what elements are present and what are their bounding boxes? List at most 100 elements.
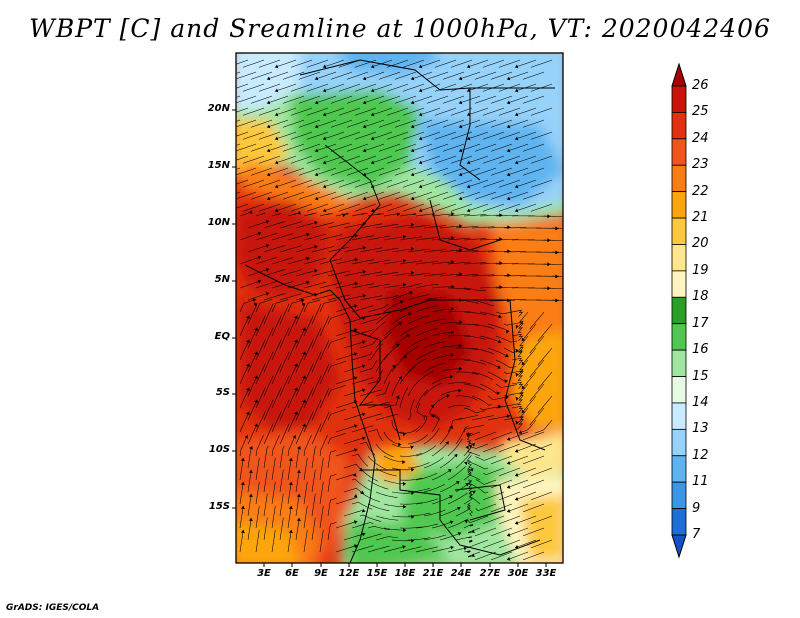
streamline-arrow [458,148,463,153]
streamline [351,501,373,510]
streamline [330,191,353,200]
streamline [530,539,553,549]
streamline [474,119,497,128]
streamline-arrow [515,520,519,525]
colorbar-segment [671,296,687,325]
streamline [279,327,290,349]
streamline-arrow [266,100,271,105]
streamline [367,525,390,530]
streamline [338,83,361,92]
streamline [306,83,329,92]
streamline [335,353,358,361]
colorbar-segment [671,455,687,483]
streamline [426,167,449,176]
streamline [407,315,429,325]
streamline [287,299,305,313]
colorbar-label: 26 [692,78,709,93]
streamline [471,250,495,253]
streamline [375,295,399,301]
streamline-arrow [465,445,469,450]
streamline [431,308,455,313]
streamline [415,261,439,265]
streamline [359,247,383,253]
streamline [274,155,297,164]
streamline [418,179,441,188]
streamline [351,329,374,337]
streamline [498,155,521,164]
streamline [447,438,463,457]
streamline [354,155,377,164]
streamline [447,417,463,433]
streamline [351,377,374,385]
streamline [551,275,563,277]
streamline [467,502,473,517]
streamline-arrow [353,544,358,549]
streamline [463,359,486,365]
streamline-arrow [294,315,298,320]
streamline [431,413,440,433]
streamline [498,515,521,525]
streamline [447,358,471,361]
streamline [250,71,273,80]
streamline [271,363,282,385]
streamline-arrow [362,196,367,201]
streamline-arrow [497,365,501,369]
streamline [370,179,393,188]
streamline-arrow [418,64,423,69]
streamline-arrow [302,351,306,356]
streamline [279,469,284,493]
streamline [529,407,545,426]
streamline [298,191,321,200]
streamline [475,479,497,485]
streamline [511,405,524,414]
streamline [327,270,350,277]
streamline [287,481,292,505]
streamline-arrow [410,223,415,227]
streamline-arrow [451,236,455,240]
streamline [279,269,302,277]
streamline [282,143,305,152]
streamline [463,335,487,340]
streamline [530,107,553,116]
streamline [378,95,401,104]
streamline-arrow [227,209,230,213]
streamline [359,413,382,421]
streamline-arrow [514,64,519,69]
streamline [448,287,471,290]
streamline-arrow [314,172,319,177]
streamline-arrow [496,391,500,396]
colorbar-segment [671,191,687,219]
streamline [394,167,417,176]
streamline [271,434,280,457]
streamline [483,467,505,476]
streamline-arrow [353,328,358,333]
streamline [295,327,306,349]
streamline [536,227,559,229]
streamline-arrow [265,268,270,272]
streamline [530,491,553,501]
streamline [271,387,282,409]
streamline [423,341,446,349]
streamline [247,327,258,349]
streamline-arrow [254,351,258,356]
streamline [431,354,454,361]
streamline-arrow [265,292,270,296]
streamline [471,299,494,307]
streamline-arrow [466,112,471,117]
streamline-arrow [464,520,468,524]
streamline-arrow [227,185,230,189]
streamline [495,287,519,289]
streamline [311,351,322,373]
streamline [426,119,449,128]
streamline-arrow [402,545,406,549]
streamline [298,119,321,128]
streamline-arrow [244,435,249,439]
streamline [434,155,457,164]
streamline [450,179,473,188]
streamline-arrow [248,469,253,474]
streamline [303,505,308,529]
streamline [423,382,443,397]
streamline [391,355,408,373]
streamline [407,224,431,229]
streamline [514,203,537,212]
